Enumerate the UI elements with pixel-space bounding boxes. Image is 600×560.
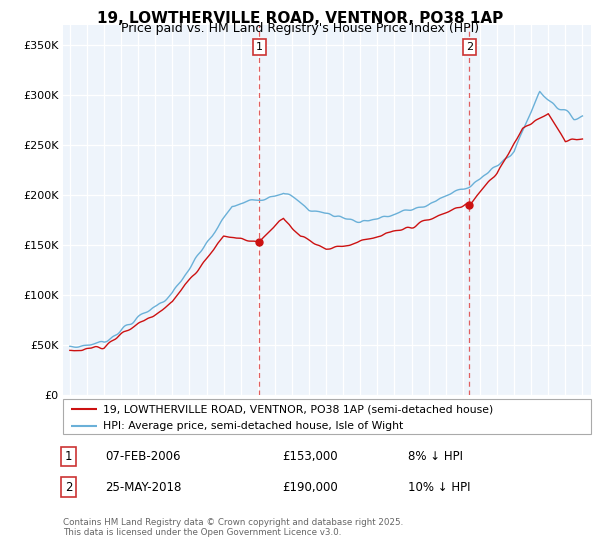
Text: 10% ↓ HPI: 10% ↓ HPI	[408, 480, 470, 494]
Text: £153,000: £153,000	[282, 450, 338, 463]
Text: 19, LOWTHERVILLE ROAD, VENTNOR, PO38 1AP: 19, LOWTHERVILLE ROAD, VENTNOR, PO38 1AP	[97, 11, 503, 26]
Text: 8% ↓ HPI: 8% ↓ HPI	[408, 450, 463, 463]
Text: 1: 1	[256, 42, 263, 52]
Text: 2: 2	[466, 42, 473, 52]
Text: 2: 2	[65, 480, 73, 494]
Text: HPI: Average price, semi-detached house, Isle of Wight: HPI: Average price, semi-detached house,…	[103, 421, 403, 431]
Text: Price paid vs. HM Land Registry's House Price Index (HPI): Price paid vs. HM Land Registry's House …	[121, 22, 479, 35]
Text: 25-MAY-2018: 25-MAY-2018	[105, 480, 181, 494]
Text: Contains HM Land Registry data © Crown copyright and database right 2025.
This d: Contains HM Land Registry data © Crown c…	[63, 518, 403, 538]
Text: 1: 1	[65, 450, 73, 463]
Text: 07-FEB-2006: 07-FEB-2006	[105, 450, 181, 463]
Text: £190,000: £190,000	[282, 480, 338, 494]
Text: 19, LOWTHERVILLE ROAD, VENTNOR, PO38 1AP (semi-detached house): 19, LOWTHERVILLE ROAD, VENTNOR, PO38 1AP…	[103, 404, 493, 414]
FancyBboxPatch shape	[63, 399, 591, 434]
